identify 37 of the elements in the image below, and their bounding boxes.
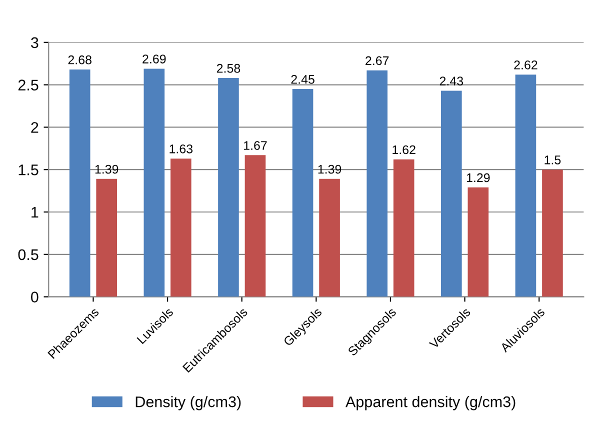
data-label: 2.62 — [514, 60, 538, 70]
bar — [144, 68, 165, 297]
bar — [441, 90, 462, 297]
y-tick-label: 2 — [31, 122, 38, 133]
legend-label: Apparent density (g/cm3) — [346, 396, 516, 410]
y-tick-label: 1 — [32, 207, 38, 218]
bar — [366, 70, 388, 297]
y-tick-label: 1.5 — [18, 164, 38, 176]
data-label: 1.62 — [392, 145, 416, 154]
y-tick-label: 0.5 — [18, 249, 38, 260]
bar — [292, 89, 314, 297]
data-label: 2.69 — [142, 54, 166, 64]
bar — [319, 178, 340, 297]
data-label: 1.29 — [466, 173, 490, 182]
bar — [542, 170, 563, 297]
data-label: 2.43 — [440, 76, 464, 86]
data-label: 1.5 — [544, 156, 561, 164]
y-tick-label: 0 — [31, 292, 38, 302]
data-label: 2.45 — [291, 74, 314, 84]
bar — [218, 78, 239, 297]
data-label: 2.68 — [68, 55, 92, 64]
data-label: 2.58 — [216, 64, 240, 73]
data-label: 2.67 — [366, 56, 389, 66]
y-tick-label: 3 — [31, 37, 38, 48]
y-tick-label: 2.5 — [18, 80, 38, 90]
bar — [468, 187, 489, 297]
bar — [515, 74, 536, 297]
bar — [96, 178, 118, 297]
bar — [69, 70, 90, 297]
data-label: 1.63 — [170, 144, 193, 154]
legend-label: Density (g/cm3) — [136, 396, 241, 410]
data-label: 1.39 — [95, 164, 118, 174]
data-label: 1.39 — [318, 164, 342, 174]
data-label: 1.67 — [244, 141, 267, 150]
bar — [393, 159, 414, 297]
bar — [244, 155, 266, 297]
bar — [170, 158, 192, 297]
